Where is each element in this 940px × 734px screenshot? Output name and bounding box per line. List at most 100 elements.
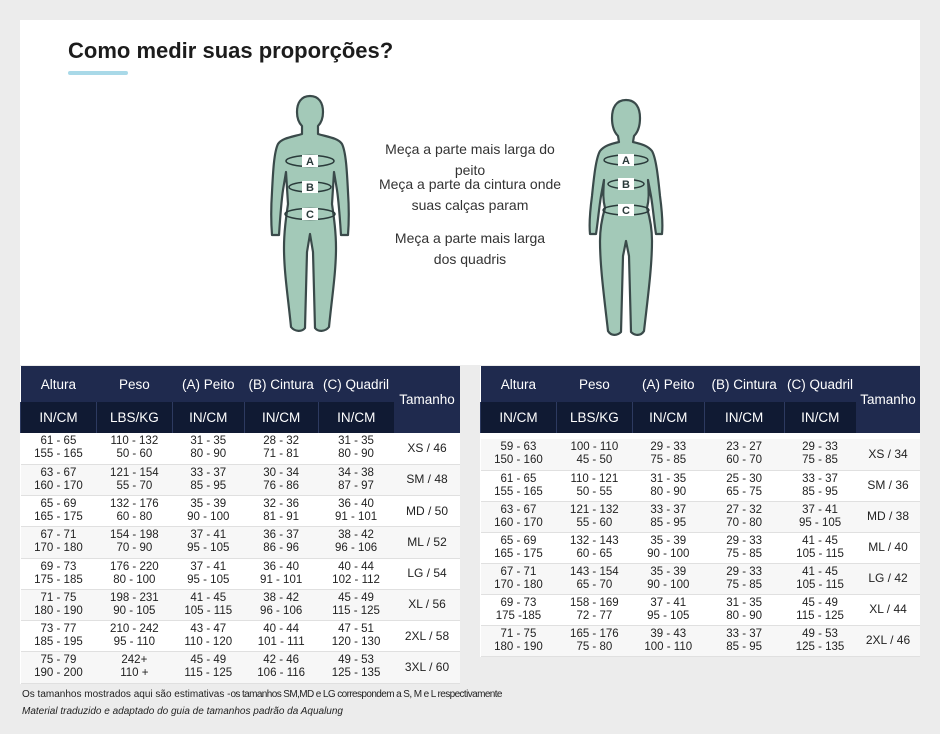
cell-cintura: 40 - 44 101 - 111: [244, 620, 319, 653]
cell-altura: 61 - 65 155 - 165: [20, 433, 97, 465]
unit-in-cm: IN/CM: [703, 402, 785, 433]
cell-quadril: 33 - 37 85 - 95: [784, 470, 856, 502]
cell-cintura: 28 - 32 71 - 81: [244, 433, 319, 465]
cell-quadril: 34 - 38 87 - 97: [318, 464, 394, 497]
table-row: 65 - 69 165 - 175 132 - 143 60 - 65 35 - 39 9…: [480, 532, 920, 564]
table-row: 71 - 75 180 - 190 165 - 176 75 - 80 39 - 43 1…: [480, 625, 920, 657]
header-cintura: (B) Cintura: [244, 366, 319, 402]
cell-cintura: 33 - 37 85 - 95: [704, 625, 785, 657]
header-tamanho: Tamanho: [394, 366, 460, 433]
cell-quadril: 38 - 42 96 - 106: [318, 526, 394, 559]
cell-peito: 37 - 41 95 - 105: [172, 558, 245, 590]
cell-cintura: 25 - 30 65 - 75: [704, 470, 785, 502]
cell-tamanho: MD / 38: [856, 501, 920, 533]
cell-tamanho: 3XL / 60: [394, 651, 460, 684]
unit-lbs-kg: LBS/KG: [95, 402, 173, 433]
cell-cintura: 31 - 35 80 - 90: [704, 594, 785, 626]
cell-peito: 33 - 37 85 - 95: [172, 464, 245, 497]
footnote-source: Material traduzido e adaptado do guia de…: [22, 706, 343, 717]
cell-peito: 35 - 39 90 - 100: [632, 532, 705, 564]
cell-quadril: 31 - 35 80 - 90: [318, 433, 394, 465]
cell-peso: 176 - 220 80 - 100: [96, 558, 173, 590]
cell-tamanho: ML / 52: [394, 526, 460, 559]
footnote-estimates: Os tamanhos mostrados aqui são estimativ…: [22, 689, 502, 700]
cell-tamanho: SM / 48: [394, 464, 460, 497]
cell-altura: 65 - 69 165 - 175: [480, 532, 557, 564]
unit-in-cm: IN/CM: [243, 402, 319, 433]
table-row: 61 - 65 155 - 165 110 - 121 50 - 55 31 - 35 8…: [480, 470, 920, 502]
cell-cintura: 29 - 33 75 - 85: [704, 563, 785, 595]
header-cintura: (B) Cintura: [704, 366, 785, 402]
women-size-table: Altura Peso (A) Peito (B) Cintura (C) Qu…: [480, 366, 920, 657]
cell-tamanho: LG / 54: [394, 558, 460, 590]
header-peito: (A) Peito: [632, 366, 705, 402]
cell-peso: 165 - 176 75 - 80: [556, 625, 633, 657]
cell-tamanho: XS / 46: [394, 433, 460, 465]
header-peso: Peso: [556, 366, 633, 402]
cell-tamanho: LG / 42: [856, 563, 920, 595]
header-altura: Altura: [20, 366, 97, 402]
cell-peito: 37 - 41 95 - 105: [172, 526, 245, 559]
cell-peito: 45 - 49 115 - 125: [172, 651, 245, 684]
cell-tamanho: 2XL / 46: [856, 625, 920, 657]
cell-peso: 198 - 231 90 - 105: [96, 589, 173, 622]
measure-panel: [20, 20, 920, 365]
cell-altura: 67 - 71 170 - 180: [20, 526, 97, 559]
cell-tamanho: ML / 40: [856, 532, 920, 564]
label-c: C: [622, 205, 630, 217]
female-figure: A B C: [588, 98, 664, 336]
cell-peito: 31 - 35 80 - 90: [632, 470, 705, 502]
male-figure: A B C: [270, 94, 350, 332]
cell-peito: 35 - 39 90 - 100: [632, 563, 705, 595]
cell-altura: 59 - 63 150 - 160: [480, 439, 557, 471]
cell-peso: 154 - 198 70 - 90: [96, 526, 173, 559]
cell-peso: 158 - 169 72 - 77: [556, 594, 633, 626]
header-peito: (A) Peito: [172, 366, 245, 402]
cell-peso: 121 - 154 55 - 70: [96, 464, 173, 497]
cell-altura: 65 - 69 165 - 175: [20, 495, 97, 528]
cell-tamanho: XL / 56: [394, 589, 460, 622]
cell-cintura: 29 - 33 75 - 85: [704, 532, 785, 564]
cell-cintura: 42 - 46 106 - 116: [244, 651, 319, 684]
cell-quadril: 45 - 49 115 - 125: [318, 589, 394, 622]
cell-altura: 75 - 79 190 - 200: [20, 651, 97, 684]
table-row: 59 - 63 150 - 160 100 - 110 45 - 50 29 - 33 7…: [480, 439, 920, 471]
label-a: A: [622, 155, 630, 167]
cell-tamanho: XS / 34: [856, 439, 920, 471]
cell-peso: 110 - 132 50 - 60: [96, 433, 173, 465]
title-underline: [68, 71, 128, 75]
label-c: C: [306, 209, 314, 221]
page-title: Como medir suas proporções?: [68, 38, 394, 63]
unit-in-cm: IN/CM: [20, 402, 97, 433]
table-row: 73 - 77 185 - 195 210 - 242 95 - 110 43 - 47…: [20, 620, 460, 653]
table-row: 69 - 73 175 -185 158 - 169 72 - 77 37 - 41 95…: [480, 594, 920, 626]
table-row: 71 - 75 180 - 190 198 - 231 90 - 105 41 - 45…: [20, 589, 460, 622]
cell-peso: 132 - 143 60 - 65: [556, 532, 633, 564]
cell-peito: 35 - 39 90 - 100: [172, 495, 245, 528]
cell-quadril: 29 - 33 75 - 85: [784, 439, 856, 471]
header-peso: Peso: [96, 366, 173, 402]
unit-in-cm: IN/CM: [783, 402, 856, 433]
cell-tamanho: SM / 36: [856, 470, 920, 502]
cell-peito: 43 - 47 110 - 120: [172, 620, 245, 653]
cell-peito: 39 - 43 100 - 110: [632, 625, 705, 657]
cell-tamanho: 2XL / 58: [394, 620, 460, 653]
table-row: 69 - 73 175 - 185 176 - 220 80 - 100 37 - 41…: [20, 558, 460, 590]
cell-quadril: 37 - 41 95 - 105: [784, 501, 856, 533]
instruction-waist: Meça a parte da cintura onde suas calças…: [378, 176, 562, 213]
cell-peso: 210 - 242 95 - 110: [96, 620, 173, 653]
cell-quadril: 45 - 49 115 - 125: [784, 594, 856, 626]
unit-in-cm: IN/CM: [480, 402, 557, 433]
cell-peito: 41 - 45 105 - 115: [172, 589, 245, 622]
cell-peito: 29 - 33 75 - 85: [632, 439, 705, 471]
unit-lbs-kg: LBS/KG: [555, 402, 633, 433]
cell-quadril: 40 - 44 102 - 112: [318, 558, 394, 590]
table-row: 75 - 79 190 - 200 242+ 110 +45 - 49 115 - 12…: [20, 651, 460, 684]
cell-cintura: 36 - 37 86 - 96: [244, 526, 319, 559]
cell-cintura: 23 - 27 60 - 70: [704, 439, 785, 471]
cell-cintura: 27 - 32 70 - 80: [704, 501, 785, 533]
unit-in-cm: IN/CM: [317, 402, 394, 433]
cell-peito: 33 - 37 85 - 95: [632, 501, 705, 533]
cell-peso: 110 - 121 50 - 55: [556, 470, 633, 502]
cell-quadril: 41 - 45 105 - 115: [784, 532, 856, 564]
